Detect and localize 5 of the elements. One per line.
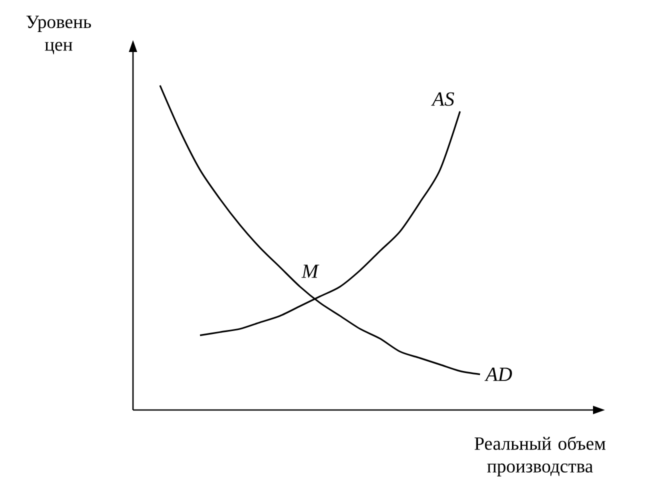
series-label: AD [484,368,512,381]
x-axis-title: Реальный объем производства [474,436,606,476]
series-label: AS [431,92,454,106]
y-axis-title: Уровень цен [26,16,91,54]
annotation: M [301,264,320,278]
